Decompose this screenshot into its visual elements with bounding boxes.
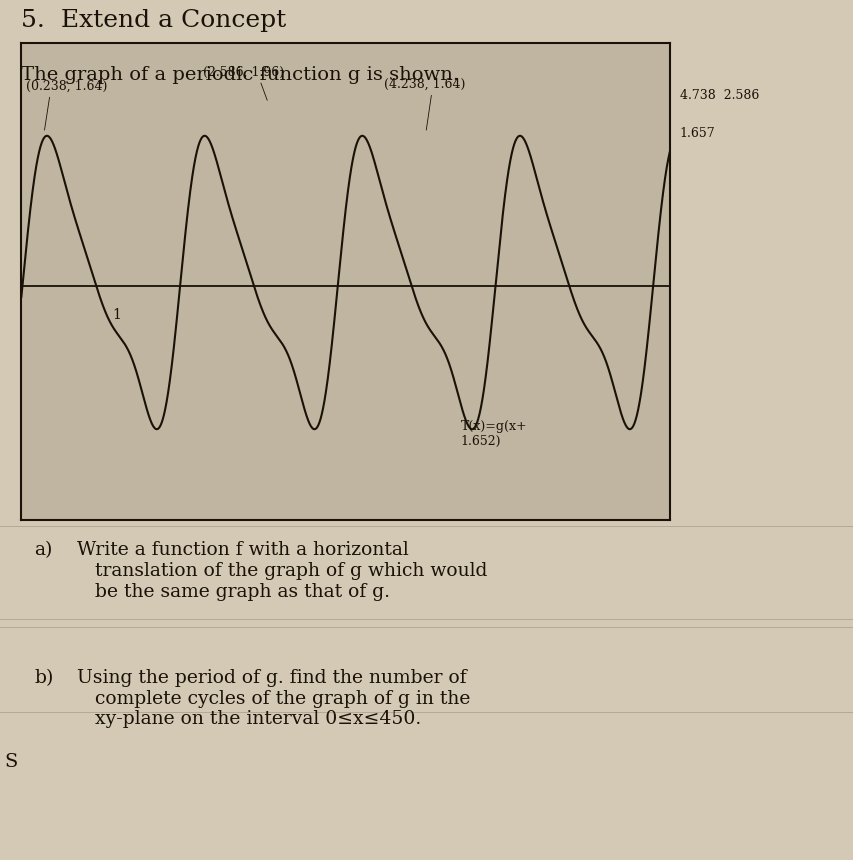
Text: 1.657: 1.657 xyxy=(679,126,715,139)
Text: (2.586, 1.96): (2.586, 1.96) xyxy=(202,65,283,79)
Text: The graph of a periodic function g is shown.: The graph of a periodic function g is sh… xyxy=(21,66,459,84)
Text: b): b) xyxy=(34,669,54,687)
Text: 4.738  2.586: 4.738 2.586 xyxy=(679,89,758,102)
Text: (4.238, 1.64): (4.238, 1.64) xyxy=(384,78,465,91)
Text: 5.  Extend a Concept: 5. Extend a Concept xyxy=(21,9,287,32)
Text: 1: 1 xyxy=(113,308,121,322)
Text: (0.238, 1.64): (0.238, 1.64) xyxy=(26,80,107,93)
Text: S: S xyxy=(4,752,18,771)
Text: Using the period of g. find the number of
   complete cycles of the graph of g i: Using the period of g. find the number o… xyxy=(77,669,470,728)
Text: Write a function f with a horizontal
   translation of the graph of g which woul: Write a function f with a horizontal tra… xyxy=(77,542,487,601)
Text: a): a) xyxy=(34,542,53,559)
Text: T(x)=g(x+
1.652): T(x)=g(x+ 1.652) xyxy=(460,421,526,448)
